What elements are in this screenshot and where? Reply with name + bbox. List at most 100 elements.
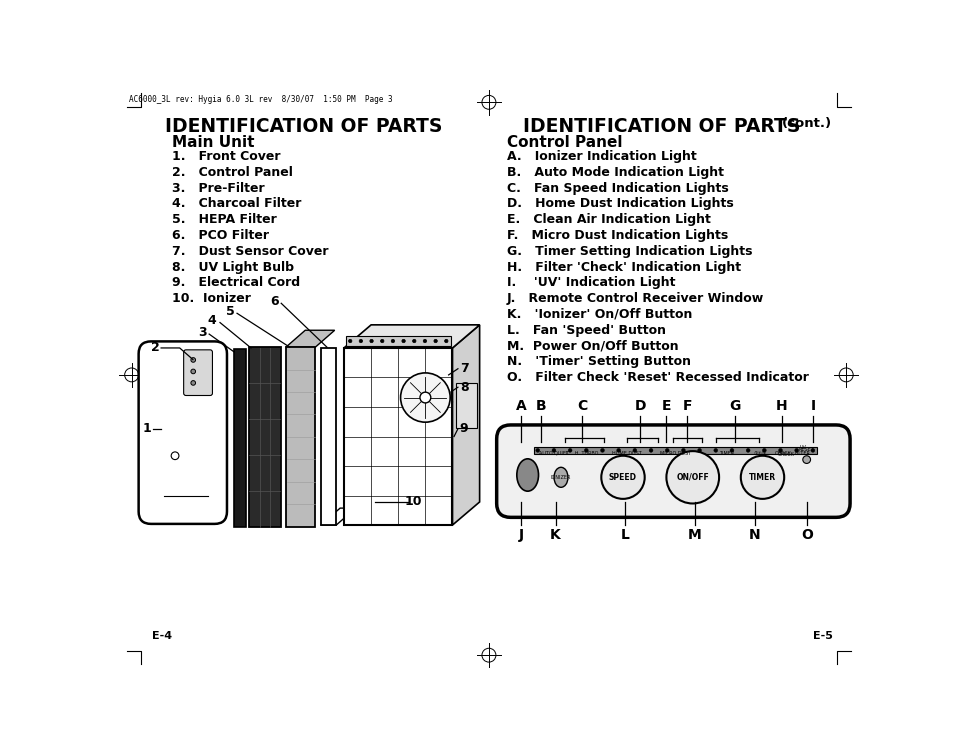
Circle shape [171,452,179,460]
Text: L: L [620,528,629,542]
Text: N: N [748,528,760,542]
Text: F.   Micro Dust Indication Lights: F. Micro Dust Indication Lights [506,229,727,242]
Circle shape [391,339,395,343]
Circle shape [666,452,719,503]
Circle shape [600,448,604,452]
Text: 9.   Electrical Cord: 9. Electrical Cord [172,276,300,290]
Polygon shape [452,325,479,525]
Text: CHECK: CHECK [774,451,790,456]
Circle shape [358,339,362,343]
Text: D.   Home Dust Indication Lights: D. Home Dust Indication Lights [506,197,733,211]
Text: CHECK: CHECK [777,452,793,457]
Circle shape [802,456,810,464]
Text: TIMER: TIMER [748,472,775,482]
Text: 5: 5 [226,305,234,318]
Text: RESET: RESET [798,447,814,452]
Text: H.   Filter 'Check' Indication Light: H. Filter 'Check' Indication Light [506,260,740,274]
Circle shape [600,456,644,499]
Circle shape [745,448,749,452]
Text: HOME DUST: HOME DUST [612,451,641,456]
Bar [344,348,452,525]
Text: 8: 8 [459,381,468,394]
Polygon shape [344,325,479,348]
Text: D: D [634,399,645,412]
Circle shape [400,373,450,422]
Circle shape [568,448,572,452]
Text: F: F [681,399,691,412]
Text: 4.   Charcoal Filter: 4. Charcoal Filter [172,197,301,211]
Circle shape [552,448,556,452]
Polygon shape [286,330,335,347]
Text: (cont.): (cont.) [781,117,831,130]
FancyBboxPatch shape [497,425,849,518]
Circle shape [370,339,373,343]
Circle shape [664,448,668,452]
Polygon shape [320,348,335,525]
Text: A.   Ionizer Indication Light: A. Ionizer Indication Light [506,150,696,163]
Circle shape [810,448,814,452]
Text: E.   Clean Air Indication Light: E. Clean Air Indication Light [506,213,710,226]
Circle shape [648,448,652,452]
Text: K.   'Ionizer' On/Off Button: K. 'Ionizer' On/Off Button [506,308,691,321]
Polygon shape [249,347,281,527]
Circle shape [632,448,636,452]
Text: Main Unit: Main Unit [172,135,254,150]
Circle shape [419,392,431,403]
Text: AUTO QUIET: AUTO QUIET [538,451,568,456]
Text: A: A [516,399,526,412]
Text: 1: 1 [143,422,152,435]
Text: 6: 6 [270,296,278,308]
Text: B: B [535,399,545,412]
FancyBboxPatch shape [138,341,227,524]
Text: I: I [809,399,815,412]
Text: G.   Timer Setting Indication Lights: G. Timer Setting Indication Lights [506,244,752,258]
Text: E: E [661,399,671,412]
Text: 9: 9 [459,422,468,435]
Bar [345,336,451,346]
Text: 5.   HEPA Filter: 5. HEPA Filter [172,213,276,226]
Bar [534,446,816,454]
Circle shape [191,358,195,362]
Text: O: O [801,528,813,542]
Text: IDENTIFICATION OF PARTS: IDENTIFICATION OF PARTS [165,117,442,136]
Circle shape [680,448,684,452]
Text: E-5: E-5 [812,631,832,640]
Text: G: G [729,399,740,412]
Text: IONIZER: IONIZER [550,475,571,480]
Circle shape [444,339,448,343]
Text: TIMER: TIMER [718,451,733,456]
Text: I.    'UV' Indication Light: I. 'UV' Indication Light [506,276,675,290]
Text: J.   Remote Control Receiver Window: J. Remote Control Receiver Window [506,292,763,305]
Text: E-4: E-4 [152,631,172,640]
Text: K: K [550,528,560,542]
Text: 3: 3 [198,326,207,339]
Circle shape [191,380,195,386]
Text: J: J [518,528,523,542]
Circle shape [584,448,588,452]
Bar [456,383,476,427]
Text: C: C [577,399,586,412]
Circle shape [434,339,436,343]
Text: Control Panel: Control Panel [506,135,621,150]
Polygon shape [233,350,245,526]
Text: L.   Fan 'Speed' Button: L. Fan 'Speed' Button [506,324,665,337]
Circle shape [348,339,352,343]
Text: H: H [775,399,787,412]
Text: 1.   Front Cover: 1. Front Cover [172,150,280,163]
Text: N.   'Timer' Setting Button: N. 'Timer' Setting Button [506,356,690,368]
Text: ①②③: ①②③ [753,451,766,456]
Text: 2: 2 [151,341,159,355]
Circle shape [401,339,405,343]
Text: 7.   Dust Sensor Cover: 7. Dust Sensor Cover [172,244,328,258]
Ellipse shape [554,467,567,488]
Text: MICRO DUST: MICRO DUST [659,451,690,456]
Circle shape [729,448,733,452]
Text: 4: 4 [208,314,216,328]
Text: L    H  TURBO: L H TURBO [565,451,598,456]
Text: IDENTIFICATION OF PARTS: IDENTIFICATION OF PARTS [522,117,800,136]
Text: O.   Filter Check 'Reset' Recessed Indicator: O. Filter Check 'Reset' Recessed Indicat… [506,371,808,384]
Circle shape [191,369,195,374]
Text: AC6000_3L rev: Hygia 6.0 3L rev  8/30/07  1:50 PM  Page 3: AC6000_3L rev: Hygia 6.0 3L rev 8/30/07 … [129,94,392,104]
Text: 2.   Control Panel: 2. Control Panel [172,166,293,178]
Circle shape [423,339,426,343]
